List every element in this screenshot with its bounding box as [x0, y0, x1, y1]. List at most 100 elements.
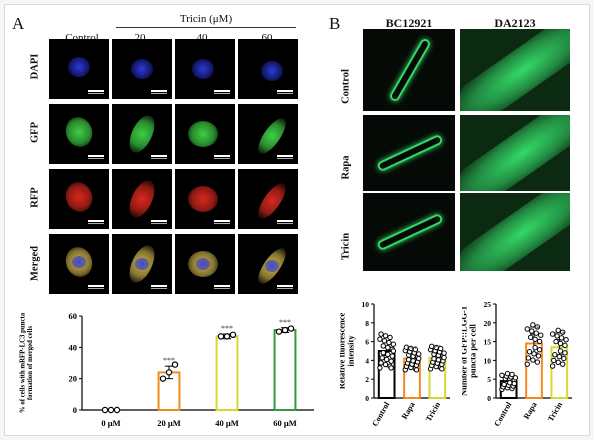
data-point — [383, 356, 390, 363]
y-tick-label: 15 — [484, 338, 492, 347]
row-label-gfp: GFP — [29, 122, 41, 143]
scale-bar — [151, 285, 167, 289]
cell-body — [192, 59, 214, 79]
y-tick-label: 8 — [365, 319, 369, 328]
col-head-da2123: DA2123 — [494, 16, 536, 30]
cell-body — [188, 121, 218, 147]
data-point — [504, 370, 511, 377]
col-head-40: 40 — [196, 32, 208, 44]
data-point — [530, 357, 536, 363]
data-point — [390, 348, 397, 354]
data-point — [385, 344, 391, 351]
cell-body — [261, 61, 283, 81]
row-label-dapi: DAPI — [29, 53, 41, 80]
data-point — [534, 324, 541, 330]
row-label-merged: Merged — [29, 246, 41, 281]
data-point — [558, 335, 565, 341]
data-point — [531, 351, 537, 357]
col-head-20: 20 — [134, 32, 146, 44]
data-point — [229, 331, 237, 338]
y-axis-label: % of cells with mRFP-LC3 punctaformation… — [19, 312, 33, 413]
data-point — [403, 344, 410, 350]
scale-bar — [277, 285, 293, 289]
data-point — [379, 355, 385, 361]
data-point — [217, 333, 225, 340]
data-point — [381, 338, 388, 344]
data-point — [377, 365, 383, 371]
data-point — [382, 361, 389, 368]
y-tick-label: 0 — [73, 405, 77, 415]
data-point — [281, 326, 289, 334]
micrograph-merged-1 — [112, 234, 172, 294]
cell-body — [61, 178, 97, 216]
bar — [273, 329, 297, 412]
scale-bar — [88, 285, 104, 289]
micrograph-merged-0 — [49, 234, 109, 294]
data-point — [532, 344, 538, 351]
data-point — [113, 406, 121, 414]
data-point — [410, 358, 416, 364]
micrograph-merged-3 — [238, 234, 298, 294]
cell-body — [188, 186, 218, 212]
worm-body — [460, 29, 570, 111]
data-point — [557, 340, 564, 347]
significance-marker: *** — [279, 318, 291, 327]
panel-a-letter: A — [12, 14, 25, 33]
y-tick-label: 0 — [365, 394, 369, 403]
scale-bar — [214, 285, 230, 289]
data-point — [527, 334, 534, 340]
data-point — [561, 355, 567, 362]
scale-bar — [214, 90, 230, 94]
data-point — [405, 356, 412, 363]
micrograph-rfp-2 — [175, 169, 235, 229]
data-point — [530, 322, 536, 328]
data-point — [509, 371, 515, 378]
treatment-header-line — [116, 27, 296, 28]
micrograph-gfp-3 — [238, 104, 298, 164]
scale-bar — [214, 220, 230, 224]
category-label: Control — [492, 400, 513, 428]
data-point — [171, 361, 179, 368]
data-point — [101, 406, 109, 414]
category-label: Tricin — [546, 400, 564, 423]
data-point — [551, 357, 557, 364]
y-tick-label: 0 — [487, 394, 491, 403]
worm-image-da2123-control — [460, 29, 570, 111]
data-point — [275, 328, 283, 335]
data-point — [389, 353, 395, 359]
data-point — [536, 346, 543, 353]
data-point — [441, 354, 447, 361]
cell-body — [253, 179, 291, 223]
data-point — [559, 361, 566, 367]
significance-marker: *** — [528, 324, 540, 333]
data-point — [536, 338, 543, 345]
data-point — [557, 348, 564, 354]
data-point — [555, 359, 561, 365]
data-point — [525, 355, 532, 361]
panel-b-chart-intensity: 0 2 4 6 8 10 Relative fluorescenceintensity Con… — [340, 300, 450, 428]
row-label-control-b: Control — [340, 69, 352, 104]
category-label: Tricin — [424, 400, 442, 423]
micrograph-rfp-0 — [49, 169, 109, 229]
worm-body — [376, 212, 444, 252]
micrograph-dapi-2 — [175, 39, 235, 99]
nucleus — [72, 256, 86, 268]
data-point — [549, 363, 556, 369]
y-tick-label: 2 — [365, 375, 369, 384]
cell-body — [68, 57, 90, 77]
data-point — [552, 352, 558, 358]
cell-body — [124, 176, 160, 222]
micrograph-merged-2 — [175, 234, 235, 294]
nucleus — [265, 260, 279, 272]
worm-image-bc12921-rapa — [363, 115, 455, 191]
data-point — [554, 333, 560, 339]
worm-image-da2123-rapa — [460, 115, 570, 191]
treatment-header: Tricin (μM) — [179, 13, 233, 25]
data-point — [223, 333, 231, 340]
worm-image-bc12921-control — [363, 29, 455, 111]
data-point — [562, 342, 568, 349]
y-tick-label: 40 — [69, 342, 78, 352]
row-label-tricin: Tricin — [340, 232, 352, 261]
micrograph-gfp-1 — [112, 104, 172, 164]
data-point — [501, 381, 507, 388]
